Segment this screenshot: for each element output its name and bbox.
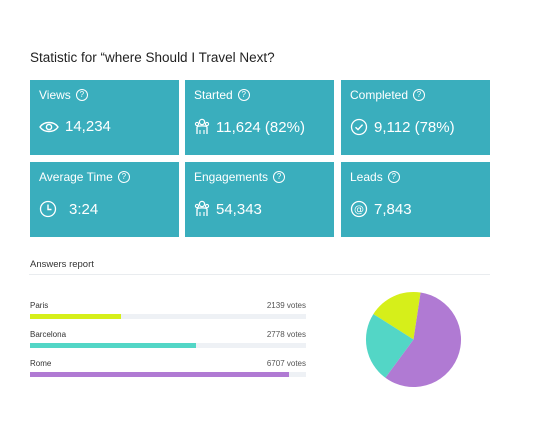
pie-slice-barcelona xyxy=(365,314,414,378)
answer-votes: 6707 votes xyxy=(266,359,306,368)
progress-fill xyxy=(30,372,290,377)
divider xyxy=(29,274,490,275)
answers-pie-chart xyxy=(365,291,462,388)
answer-label: Rome xyxy=(30,359,52,368)
pie-slice-paris xyxy=(373,291,421,340)
help-icon[interactable]: ? xyxy=(237,89,250,101)
card-value: 9,112 (78%) xyxy=(374,118,455,136)
page-title: Statistic for “where Should I Travel Nex… xyxy=(30,50,275,65)
started-card: Started ? 11,624 (82%) xyxy=(185,80,334,155)
average-time-card: Average Time ? 3:24 xyxy=(30,162,179,237)
leads-card: Leads ? @ 7,843 xyxy=(341,162,490,237)
views-card: Views ? 14,234 xyxy=(30,80,179,155)
card-value: 3:24 xyxy=(69,200,99,218)
help-icon[interactable]: ? xyxy=(273,171,286,183)
check-circle-icon xyxy=(350,118,368,136)
answer-votes: 2139 votes xyxy=(266,301,306,310)
card-value: 54,343 xyxy=(216,200,262,218)
card-value: 14,234 xyxy=(65,118,111,135)
help-icon[interactable]: ? xyxy=(117,171,130,183)
card-label: Engagements xyxy=(194,170,269,184)
help-icon[interactable]: ? xyxy=(75,89,88,101)
card-label: Leads xyxy=(350,170,383,184)
progress-track xyxy=(30,372,306,377)
progress-track xyxy=(30,343,306,348)
card-value: 11,624 (82%) xyxy=(216,118,305,136)
answer-label: Paris xyxy=(30,301,49,310)
svg-text:@: @ xyxy=(354,205,364,216)
progress-fill xyxy=(30,343,196,348)
eye-icon xyxy=(39,120,59,134)
progress-track xyxy=(30,314,306,319)
answers-report-title: Answers report xyxy=(30,259,94,270)
card-value: 7,843 xyxy=(374,200,412,218)
card-label: Average Time xyxy=(39,170,113,184)
people-icon xyxy=(194,200,210,218)
people-icon xyxy=(194,118,210,136)
engagements-card: Engagements ? 54,343 xyxy=(185,162,334,237)
progress-fill xyxy=(30,314,122,319)
help-icon[interactable]: ? xyxy=(413,89,426,101)
answer-label: Barcelona xyxy=(30,330,67,339)
card-label: Completed xyxy=(350,88,409,102)
clock-icon xyxy=(39,200,57,218)
card-label: Views xyxy=(39,88,71,102)
at-icon: @ xyxy=(350,200,368,218)
card-label: Started xyxy=(194,88,233,102)
help-icon[interactable]: ? xyxy=(387,171,400,183)
pie-slice-rome xyxy=(385,292,462,388)
answer-votes: 2778 votes xyxy=(266,330,306,339)
completed-card: Completed ? 9,112 (78%) xyxy=(341,80,490,155)
